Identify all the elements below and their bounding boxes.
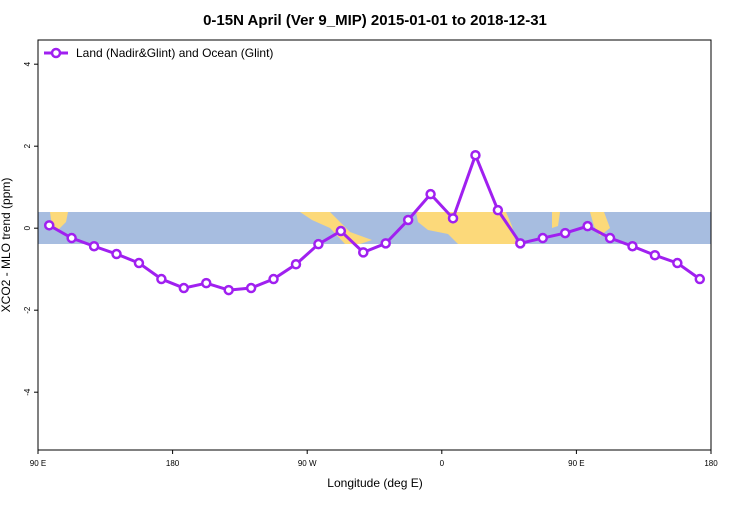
y-tick-label: -4 [23,388,32,396]
data-point [582,220,593,232]
land [300,212,372,244]
legend-label: Land (Nadir&Glint) and Ocean (Glint) [76,46,273,60]
data-point [335,225,347,237]
data-point [111,248,122,260]
map-band [38,212,711,244]
data-point [672,257,683,269]
x-tick-label: 180 [704,459,718,468]
data-point [425,188,436,200]
land [590,212,610,236]
data-point [66,232,77,244]
data-point [447,213,459,224]
data-point [492,204,504,216]
data-point [380,238,391,249]
y-tick-label: 4 [23,61,32,66]
data-point [649,250,661,261]
data-point [694,273,706,285]
y-tick-label: -2 [23,306,32,314]
plot-frame [37,39,712,451]
y-tick-label: 2 [23,143,32,148]
land [416,212,516,244]
data-point [627,240,638,252]
x-tick-label: 90 W [298,459,317,468]
land [552,212,560,228]
data-point [133,257,145,269]
data-point [313,238,324,250]
data-point [43,220,55,231]
data-point [470,149,481,161]
data-point [88,240,100,252]
data-point [223,284,234,296]
land [50,212,68,230]
data-point [268,273,279,285]
data-point [245,282,257,294]
y-tick-label: 0 [23,225,32,230]
x-tick-label: 180 [166,459,180,468]
chart-title: 0-15N April (Ver 9_MIP) 2015-01-01 to 20… [203,12,547,29]
data-point [604,232,616,244]
data-point [290,259,302,270]
data-point [515,238,526,249]
data-point [537,232,548,244]
data-point [201,277,212,289]
data-point [178,282,190,294]
data-point [156,273,167,285]
x-tick-label: 0 [440,459,445,468]
x-tick-label: 90 E [30,459,46,468]
x-axis-label: Longitude (deg E) [327,476,422,490]
data-point [402,214,414,226]
data-point [559,227,571,239]
x-tick-label: 90 E [568,459,584,468]
legend-marker [50,47,62,59]
y-axis-label: XCO2 - MLO trend (ppm) [0,178,13,313]
data-point [358,247,369,258]
